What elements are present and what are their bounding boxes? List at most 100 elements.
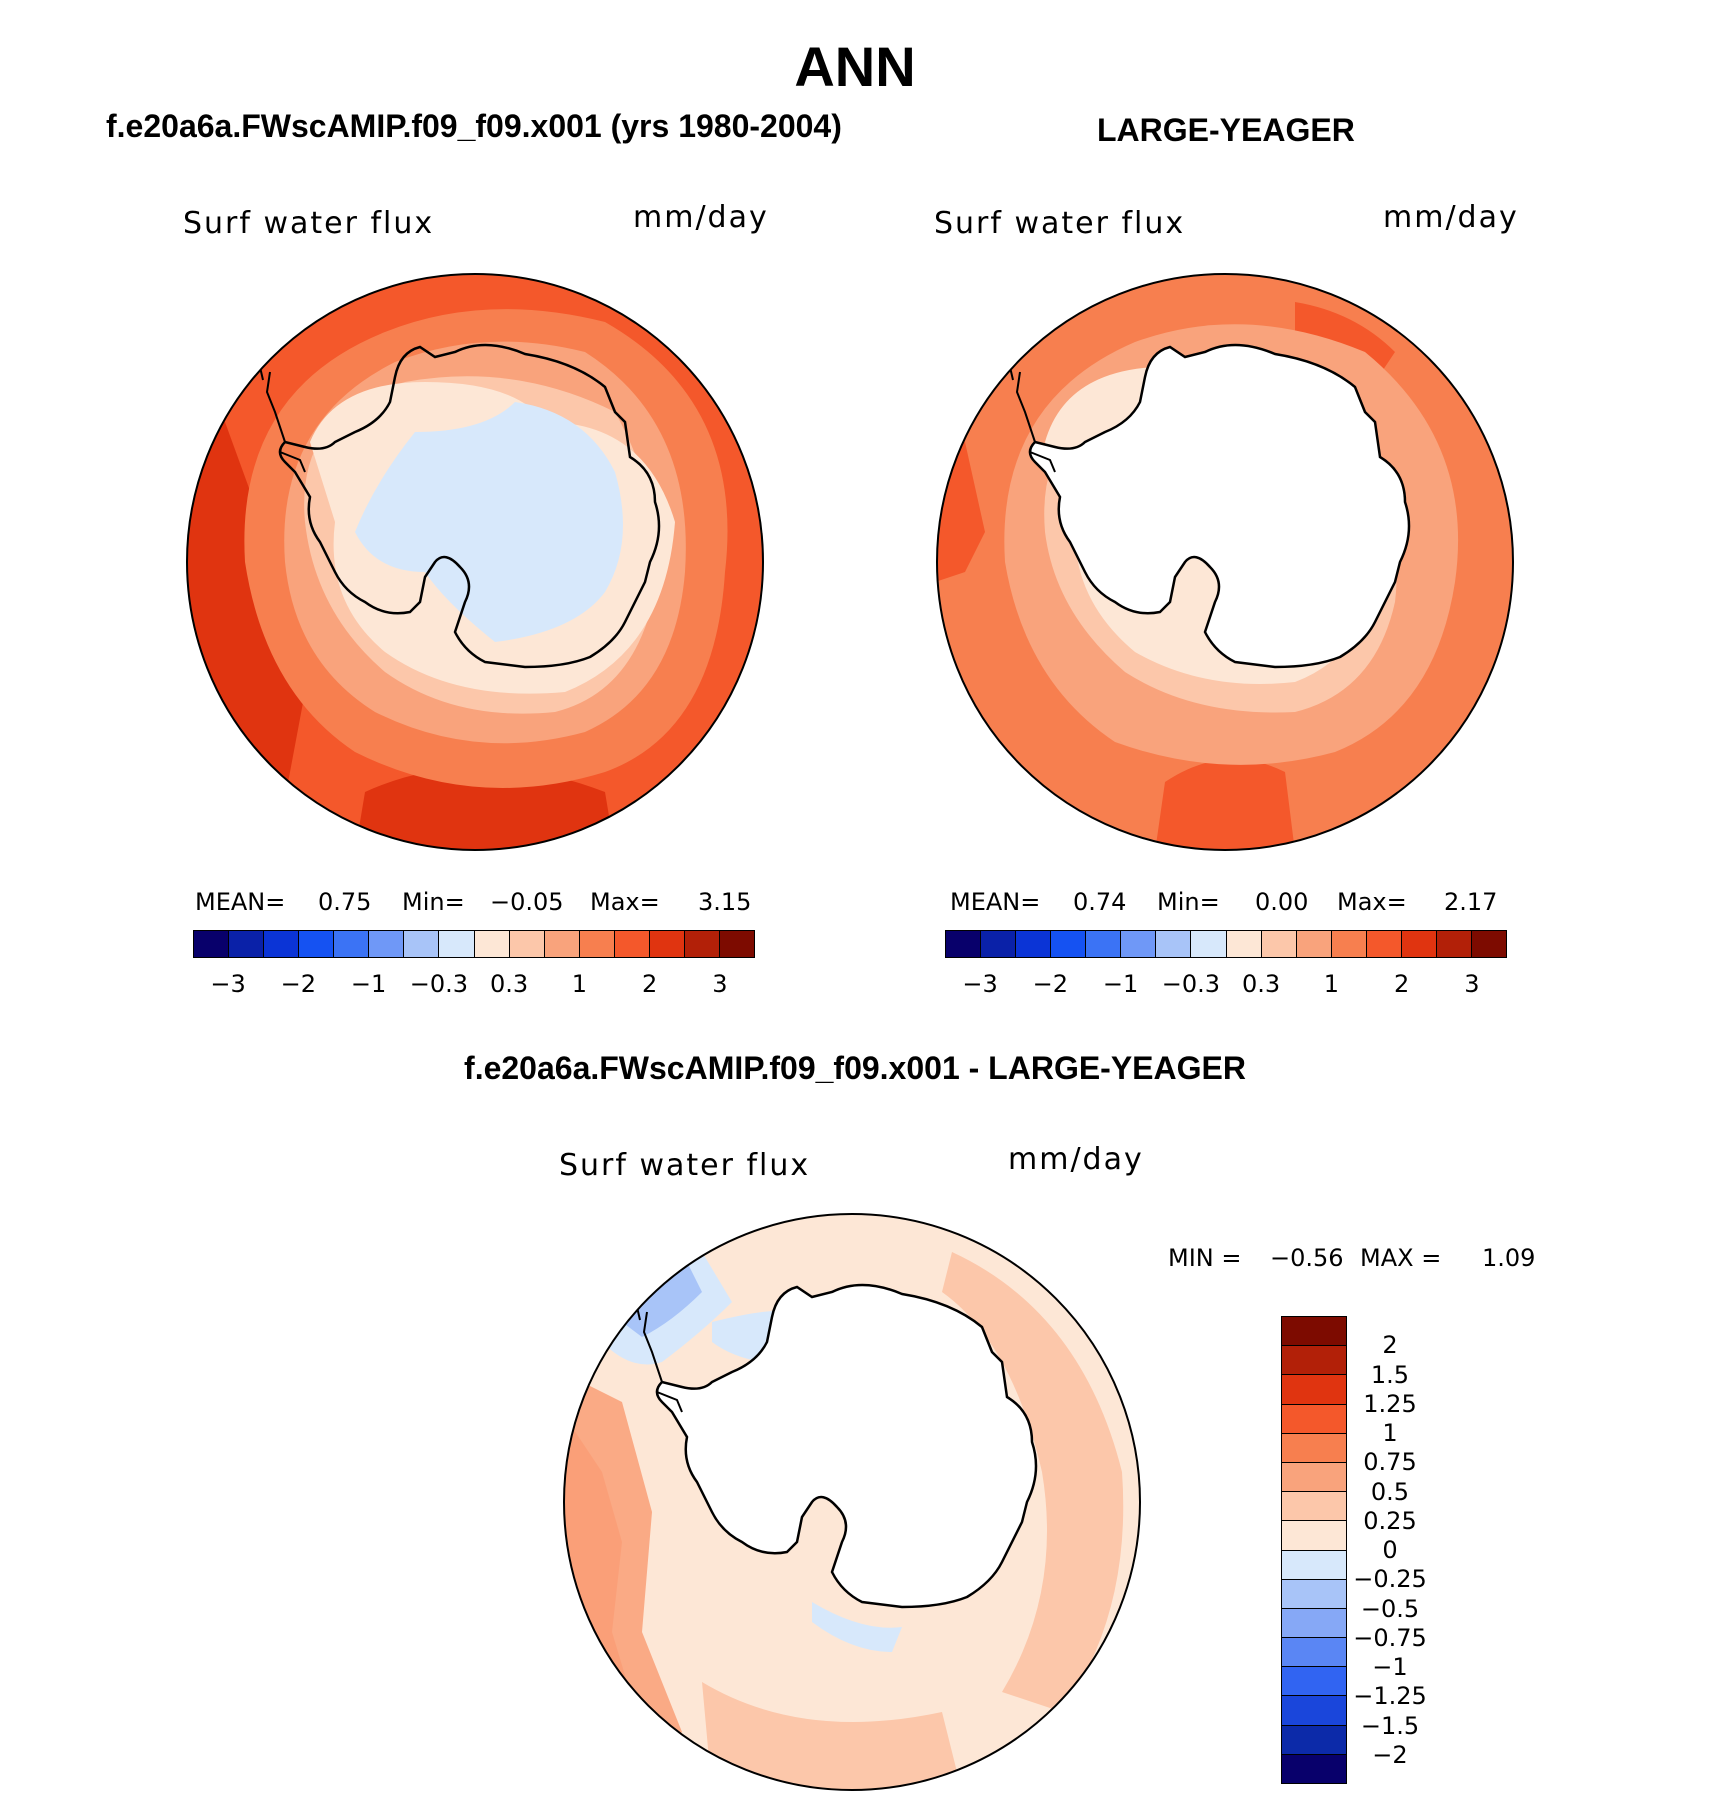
colorbar-tick-label: −0.3: [1161, 970, 1221, 998]
colorbar-swatch: [649, 931, 685, 957]
left-max-value: 3.15: [698, 888, 752, 916]
right-min-value: 0.00: [1255, 888, 1309, 916]
colorbar-tick-label: 0.3: [1242, 970, 1281, 998]
colorbar-swatch: [1282, 1462, 1346, 1493]
colorbar-swatch: [1401, 931, 1437, 957]
colorbar-swatch: [264, 931, 300, 957]
colorbar-swatch: [1086, 931, 1122, 957]
diff-max-value: 1.09: [1482, 1244, 1536, 1272]
colorbar-tick-label: −3: [962, 970, 998, 998]
right-coastline: [1028, 343, 1411, 669]
colorbar-tick-label: 1: [571, 970, 588, 998]
colorbar-tick-label: −1: [1372, 1653, 1408, 1681]
diff-map: [563, 1213, 1141, 1791]
diff-south: [702, 1682, 962, 1790]
colorbar-swatch: [1436, 931, 1472, 957]
colorbar-tick-label: 1.5: [1370, 1360, 1410, 1389]
right-south-high: [1155, 759, 1295, 850]
colorbar-swatch: [369, 931, 405, 957]
colorbar-swatch: [1282, 1667, 1346, 1697]
colorbar-swatch: [946, 931, 982, 957]
colorbar-tick-label: 0.3: [490, 970, 529, 998]
diff-min-label: MIN =: [1168, 1244, 1242, 1272]
colorbar-tick-label: −3: [210, 970, 246, 998]
colorbar-tick-label: 2: [641, 970, 658, 998]
colorbar-tick-label: −2: [280, 970, 317, 998]
colorbar-tick-label: 1: [1382, 1419, 1398, 1447]
diff-min-value: −0.56: [1270, 1244, 1344, 1272]
colorbar-swatch: [1282, 1375, 1346, 1405]
colorbar-tick-label: −1.25: [1353, 1682, 1427, 1711]
colorbar-tick-label: 0.75: [1363, 1448, 1417, 1477]
diff-ring-east: [942, 1252, 1124, 1712]
colorbar-tick-label: −2: [1372, 1740, 1408, 1769]
colorbar-tick-label: 3: [712, 970, 728, 998]
colorbar-swatch: [1282, 1404, 1346, 1434]
colorbar-swatch: [404, 931, 440, 957]
colorbar-swatch: [1282, 1696, 1346, 1726]
colorbar-swatch: [981, 931, 1017, 957]
colorbar-swatch: [1282, 1492, 1346, 1522]
colorbar-tick-label: −0.25: [1353, 1565, 1427, 1594]
colorbar-swatch: [684, 931, 720, 957]
colorbar-swatch: [229, 931, 265, 957]
colorbar-swatch: [544, 931, 580, 957]
right-panel-title: LARGE-YEAGER: [1097, 112, 1355, 148]
left-map-border: [186, 273, 764, 851]
left-units-label: mm/day: [633, 200, 769, 235]
colorbar-swatch: [194, 931, 230, 957]
colorbar-swatch: [1296, 931, 1332, 957]
colorbar-tick-label: 2: [1393, 970, 1410, 998]
colorbar-swatch: [1261, 931, 1297, 957]
left-antarctic-interior: [355, 402, 623, 642]
colorbar-swatch: [474, 931, 510, 957]
left-coastline: [278, 343, 661, 669]
colorbar-tick-label: 1.25: [1363, 1389, 1417, 1418]
colorbar-tick-label: 0: [1382, 1536, 1398, 1564]
colorbar-swatch: [1282, 1521, 1346, 1551]
colorbar-swatch: [1282, 1638, 1346, 1668]
left-colorbar: [193, 930, 755, 958]
colorbar-swatch: [334, 931, 370, 957]
right-min-label: Min=: [1157, 888, 1220, 916]
main-title: ANN: [794, 35, 916, 98]
colorbar-tick-label: −0.75: [1353, 1623, 1427, 1652]
left-mean-label: MEAN=: [195, 888, 286, 916]
left-south-high: [355, 767, 615, 850]
right-colorbar: [945, 930, 1507, 958]
colorbar-tick-label: −1: [350, 970, 387, 998]
right-antarctica: [1030, 344, 1409, 667]
right-map: [936, 273, 1514, 851]
colorbar-tick-label: 3: [1464, 970, 1480, 998]
right-variable-label: Surf water flux: [934, 206, 1186, 241]
colorbar-swatch: [1156, 931, 1192, 957]
left-map: [186, 273, 764, 851]
left-min-value: −0.05: [490, 888, 564, 916]
colorbar-tick-label: −1.5: [1360, 1711, 1420, 1740]
diff-colorbar: [1281, 1316, 1347, 1784]
diff-inner-neg: [812, 1602, 902, 1652]
colorbar-tick-label: 0.25: [1363, 1506, 1417, 1535]
colorbar-swatch: [1121, 931, 1157, 957]
right-map-border: [936, 273, 1514, 851]
colorbar-swatch: [1282, 1754, 1346, 1783]
colorbar-swatch: [579, 931, 615, 957]
left-max-label: Max=: [590, 888, 660, 916]
colorbar-swatch: [719, 931, 754, 957]
colorbar-swatch: [1282, 1608, 1346, 1639]
diff-variable-label: Surf water flux: [559, 1148, 811, 1183]
diff-nw-neg2: [622, 1262, 702, 1337]
colorbar-tick-label: −1: [1102, 970, 1139, 998]
colorbar-swatch: [1331, 931, 1367, 957]
diff-map-border: [563, 1213, 1141, 1791]
colorbar-swatch: [1282, 1317, 1346, 1347]
colorbar-tick-label: 1: [1323, 970, 1340, 998]
diff-max-label: MAX =: [1360, 1244, 1442, 1272]
colorbar-swatch: [1226, 931, 1262, 957]
colorbar-swatch: [1282, 1346, 1346, 1376]
diff-coastline: [655, 1283, 1038, 1609]
diff-antarctica: [657, 1284, 1036, 1607]
colorbar-swatch: [1282, 1725, 1346, 1755]
colorbar-swatch: [1282, 1579, 1346, 1609]
left-panel-title: f.e20a6a.FWscAMIP.f09_f09.x001 (yrs 1980…: [106, 108, 842, 144]
